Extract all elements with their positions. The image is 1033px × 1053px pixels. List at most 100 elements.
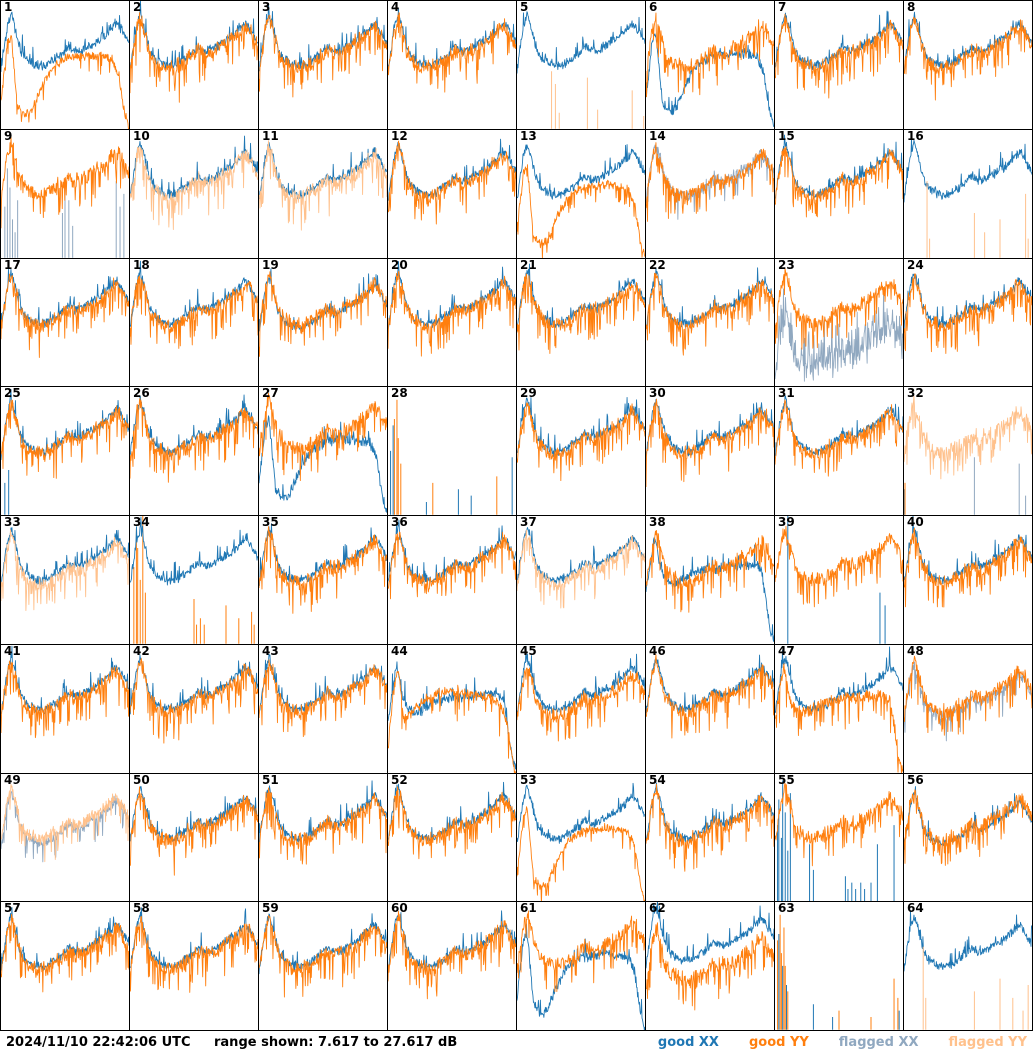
- series-good_xx: [787, 516, 886, 644]
- spectrum-panel: 25: [1, 387, 130, 516]
- series-good_yy: [775, 782, 903, 866]
- spectrum-plot: [388, 910, 516, 1000]
- spectrum-panel: 53: [517, 773, 646, 903]
- panel-number: 47: [778, 644, 795, 658]
- spectrum-panel: 19: [259, 258, 388, 388]
- spectrum-plot: [517, 910, 645, 1030]
- series-good_yy: [130, 398, 258, 483]
- series-good_xx: [517, 782, 645, 844]
- panel-number: 48: [907, 644, 924, 658]
- series-good_yy: [517, 910, 645, 993]
- spectrum-plot: [646, 398, 774, 488]
- panel-number: 37: [520, 516, 537, 529]
- series-good_xx: [517, 143, 645, 200]
- spectrum-panel: 29: [517, 387, 646, 516]
- series-good_xx: [130, 785, 258, 843]
- panel-number: 19: [262, 258, 279, 272]
- spectrum-plot: [130, 1, 258, 103]
- spectrum-plot: [775, 646, 903, 773]
- spectrum-panel: 4: [388, 1, 517, 130]
- series-good_xx: [388, 519, 516, 584]
- series-good_yy: [130, 657, 258, 744]
- series-good_yy: [904, 16, 1032, 101]
- series-flagged_yy: [922, 946, 1029, 1030]
- series-good_yy: [904, 655, 1032, 736]
- panel-number: 13: [520, 129, 537, 143]
- spectrum-panel: 64: [904, 902, 1033, 1031]
- spectrum-panel: 17: [1, 258, 130, 388]
- series-good_xx: [778, 934, 900, 1030]
- series-good_yy: [904, 527, 1032, 608]
- spectrum-plot: [646, 530, 774, 642]
- series-good_yy: [646, 12, 774, 98]
- spectrum-plot: [259, 523, 387, 614]
- range-label: range shown: 7.617 to 27.617 dB: [214, 1034, 458, 1050]
- series-good_yy: [130, 785, 258, 876]
- spectrum-panel: 44: [388, 644, 517, 774]
- spectrum-panel: 31: [775, 387, 904, 516]
- legend: good XX good YY flagged XX flagged YY: [658, 1035, 1027, 1050]
- panel-number: 21: [520, 258, 537, 272]
- series-good_yy: [259, 915, 387, 998]
- panel-number: 53: [520, 773, 537, 787]
- panel-number: 29: [520, 387, 537, 401]
- spectrum-plot: [775, 395, 903, 477]
- panel-number: 44: [391, 644, 408, 658]
- panel-number: 15: [778, 129, 795, 143]
- series-good_xx: [259, 415, 387, 514]
- spectrum-panel: 40: [904, 516, 1033, 645]
- spectrum-panel: 32: [904, 387, 1033, 516]
- series-good_xx: [904, 138, 1032, 203]
- spectrum-plot: [517, 527, 645, 609]
- series-flagged_xx: [775, 287, 903, 382]
- panel-number: 39: [778, 516, 795, 529]
- panel-number: 60: [391, 902, 408, 916]
- panel-number: 2: [133, 1, 142, 14]
- spectrum-plot: [130, 516, 258, 644]
- panel-number: 57: [4, 902, 21, 916]
- timestamp: 2024/11/10 22:42:06 UTC: [6, 1034, 191, 1050]
- panel-number: 62: [649, 902, 666, 916]
- panel-number: 5: [520, 1, 529, 14]
- spectrum-panel: 22: [646, 258, 775, 388]
- spectrum-plot: [259, 267, 387, 357]
- series-good_yy: [646, 272, 774, 356]
- spectrum-plot: [1, 268, 129, 358]
- series-good_yy: [517, 402, 645, 482]
- spectrum-panel: 46: [646, 644, 775, 774]
- spectrum-panel: 56: [904, 773, 1033, 903]
- panel-number: 18: [133, 258, 150, 272]
- spectrum-plot: [388, 8, 516, 93]
- panel-number: 55: [778, 773, 795, 787]
- panel-number: 1: [4, 1, 13, 14]
- panel-number: 30: [649, 387, 666, 401]
- series-good_yy: [775, 662, 903, 773]
- spectrum-plot: [1, 907, 129, 993]
- series-good_xx: [1, 389, 129, 461]
- spectrum-panel: 62: [646, 902, 775, 1031]
- spectrum-panel: 48: [904, 644, 1033, 774]
- panel-number: 61: [520, 902, 537, 916]
- spectrum-plot: [775, 516, 903, 644]
- series-good_xx: [904, 910, 1032, 972]
- legend-flagged-xx: flagged XX: [838, 1034, 919, 1050]
- spectrum-plot: [775, 779, 903, 902]
- spectrum-panel: 38: [646, 516, 775, 645]
- panel-number: 16: [907, 129, 924, 143]
- panel-number: 9: [4, 129, 13, 143]
- series-good_xx: [388, 138, 516, 201]
- series-good_yy: [646, 922, 774, 1011]
- spectrum-panel: 28: [388, 387, 517, 516]
- spectrum-panel: 30: [646, 387, 775, 516]
- series-good_xx: [517, 645, 645, 717]
- series-flagged_yy: [551, 71, 645, 129]
- series-good_xx: [130, 135, 258, 199]
- series-good_yy: [646, 399, 774, 488]
- spectrum-plot: [388, 260, 516, 357]
- spectrum-panel: 8: [904, 1, 1033, 130]
- series-good_yy: [259, 786, 387, 865]
- series-flagged_yy: [1, 783, 129, 862]
- spectrum-plot: [259, 779, 387, 865]
- panel-number: 7: [778, 1, 787, 14]
- spectrum-plot: [646, 12, 774, 127]
